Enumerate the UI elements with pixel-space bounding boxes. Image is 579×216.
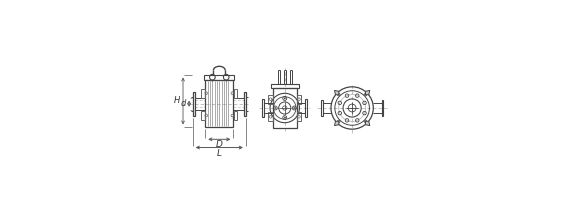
Bar [268,113,273,121]
Bar [206,80,233,127]
Circle shape [338,120,340,123]
Bar [201,89,205,98]
Circle shape [274,107,276,109]
Circle shape [338,93,340,96]
Bar [321,100,323,116]
Bar [296,95,302,103]
Text: L: L [217,149,222,158]
Bar [271,84,299,88]
Bar [382,100,383,116]
Circle shape [284,98,285,99]
Polygon shape [335,90,339,95]
Bar [233,111,237,120]
Bar [268,95,273,103]
Bar [233,89,237,98]
Bar [273,88,296,128]
Text: H: H [174,97,181,105]
Bar [244,92,246,116]
Bar [262,99,264,117]
Circle shape [364,93,367,96]
Polygon shape [335,121,339,126]
Text: d: d [181,99,186,108]
Polygon shape [365,90,370,95]
Bar [296,113,302,121]
Circle shape [284,117,285,118]
Bar [193,92,195,116]
Circle shape [294,107,295,109]
Bar [204,75,234,80]
Bar [305,99,307,117]
Polygon shape [365,121,370,126]
Circle shape [364,120,367,123]
Text: D: D [216,140,223,149]
Bar [201,111,205,120]
